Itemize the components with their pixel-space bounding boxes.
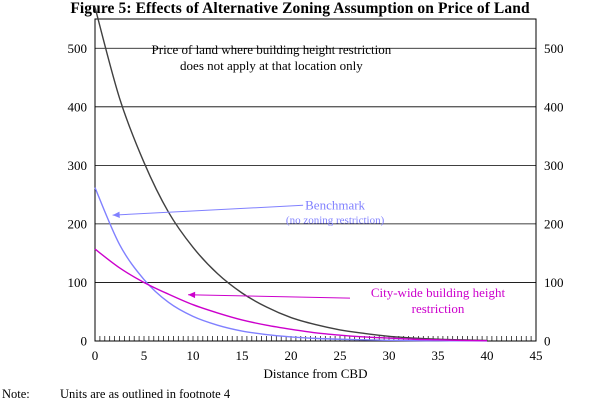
y-tick-label-left: 500 — [68, 41, 88, 56]
x-axis-label: Distance from CBD — [264, 366, 368, 381]
series-line-benchmark — [94, 187, 488, 342]
x-tick-label: 30 — [383, 348, 396, 363]
y-tick-label-left: 0 — [81, 334, 88, 349]
gridlines — [95, 47, 536, 283]
x-tick-label: 10 — [187, 348, 200, 363]
annotation-text: Benchmark — [305, 197, 365, 212]
x-tick-label: 45 — [530, 348, 543, 363]
annotation-arrow-head — [188, 291, 196, 299]
annotation-text: Price of land where building height rest… — [152, 42, 392, 57]
y-axis-right: 0 100 200 300 400 500 — [544, 41, 564, 349]
y-tick-label-left: 200 — [68, 216, 88, 231]
y-tick-label-right: 300 — [544, 158, 564, 173]
series-line-unrestricted-location — [94, 7, 488, 342]
series-line-citywide-restriction — [94, 248, 488, 342]
x-tick-label: 40 — [481, 348, 494, 363]
y-tick-label-left: 400 — [68, 99, 88, 114]
x-tick-label: 25 — [334, 348, 347, 363]
x-tick-label: 15 — [236, 348, 249, 363]
x-tick-label: 0 — [92, 348, 99, 363]
y-axis-left: 0 100 200 300 400 500 — [68, 41, 88, 349]
x-tick-label: 35 — [432, 348, 445, 363]
y-tick-label-right: 200 — [544, 216, 564, 231]
annotations: Price of land where building height rest… — [112, 42, 506, 316]
y-tick-label-right: 0 — [544, 334, 551, 349]
annotation-subtext: (no zoning restriction) — [286, 214, 385, 226]
annotation-arrow-line — [188, 294, 351, 299]
y-tick-label-left: 100 — [68, 275, 88, 290]
annotation-arrow-head — [112, 211, 120, 218]
x-tick-label: 20 — [285, 348, 298, 363]
figure-title: Figure 5: Effects of Alternative Zoning … — [70, 0, 530, 17]
note-label: Note: — [2, 387, 30, 401]
annotation-text: does not apply at that location only — [180, 58, 363, 73]
y-tick-label-right: 400 — [544, 99, 564, 114]
note-text: Units are as outlined in footnote 4 — [60, 387, 231, 401]
x-tick-label: 5 — [141, 348, 148, 363]
annotation-text: City-wide building height — [371, 285, 506, 300]
y-tick-label-right: 500 — [544, 41, 564, 56]
series-lines — [94, 7, 488, 342]
figure-note: Note: Units are as outlined in footnote 4 — [2, 387, 230, 402]
x-axis: 0 5 10 15 20 25 30 35 40 45 — [92, 348, 543, 363]
annotation-arrow-line — [112, 204, 304, 216]
y-tick-label-right: 100 — [544, 275, 564, 290]
annotation-text: restriction — [412, 301, 465, 316]
y-tick-label-left: 300 — [68, 158, 88, 173]
